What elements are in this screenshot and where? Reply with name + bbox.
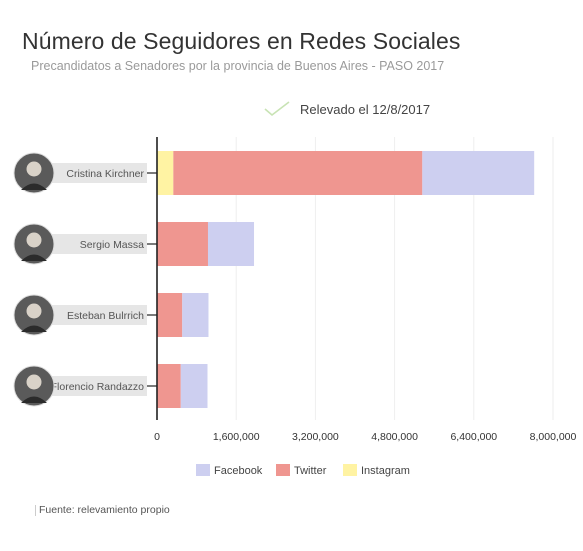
avatar-face (26, 232, 42, 248)
bar-facebook (422, 151, 535, 195)
bar-facebook (182, 293, 209, 337)
avatar-shoulders (21, 396, 47, 403)
legend-swatch (196, 464, 210, 476)
avatar-shoulders (21, 183, 47, 190)
avatar-shoulders (21, 325, 47, 332)
relevado-note: Relevado el 12/8/2017 (262, 100, 430, 118)
category-label-bg (44, 234, 147, 254)
category-label: Sergio Massa (80, 239, 144, 251)
bar-instagram (157, 151, 174, 195)
legend-label: Instagram (361, 465, 410, 477)
bar-facebook (180, 364, 208, 408)
category-label: Florencio Randazzo (51, 381, 145, 393)
x-tick-label: 4,800,000 (371, 431, 418, 443)
category-label-bg (44, 163, 147, 183)
chart-subtitle: Precandidatos a Senadores por la provinc… (31, 59, 445, 73)
source-note: Fuente: relevamiento propio (35, 504, 170, 516)
source-label: Fuente: relevamiento propio (39, 504, 170, 516)
x-tick-label: 6,400,000 (450, 431, 497, 443)
legend-label: Twitter (294, 465, 327, 477)
bar-twitter (157, 293, 183, 337)
bar-facebook (207, 222, 255, 266)
x-tick-label: 3,200,000 (292, 431, 339, 443)
avatar-face (26, 161, 42, 177)
relevado-label: Relevado el 12/8/2017 (300, 101, 431, 117)
legend-swatch (276, 464, 290, 476)
avatar-face (26, 303, 42, 319)
legend-label: Facebook (214, 465, 263, 477)
bar-twitter (173, 151, 423, 195)
x-tick-label: 0 (154, 431, 160, 443)
legend-swatch (343, 464, 357, 476)
category-label: Esteban Bulrrich (67, 310, 144, 322)
avatar-face (26, 374, 42, 390)
stacked-bar-chart: Cristina Kirchner Sergio Massa Esteban Bul… (13, 137, 577, 477)
check-icon (264, 101, 290, 117)
bar-twitter (157, 222, 208, 266)
category-label-bg (44, 305, 147, 325)
x-tick-label: 1,600,000 (213, 431, 260, 443)
x-tick-label: 8,000,000 (530, 431, 577, 443)
source-divider (35, 504, 36, 516)
avatar-shoulders (21, 254, 47, 261)
category-label: Cristina Kirchner (66, 168, 144, 180)
chart-title: Número de Seguidores en Redes Sociales (22, 28, 461, 54)
bar-twitter (157, 364, 181, 408)
category-label-bg (44, 376, 147, 396)
